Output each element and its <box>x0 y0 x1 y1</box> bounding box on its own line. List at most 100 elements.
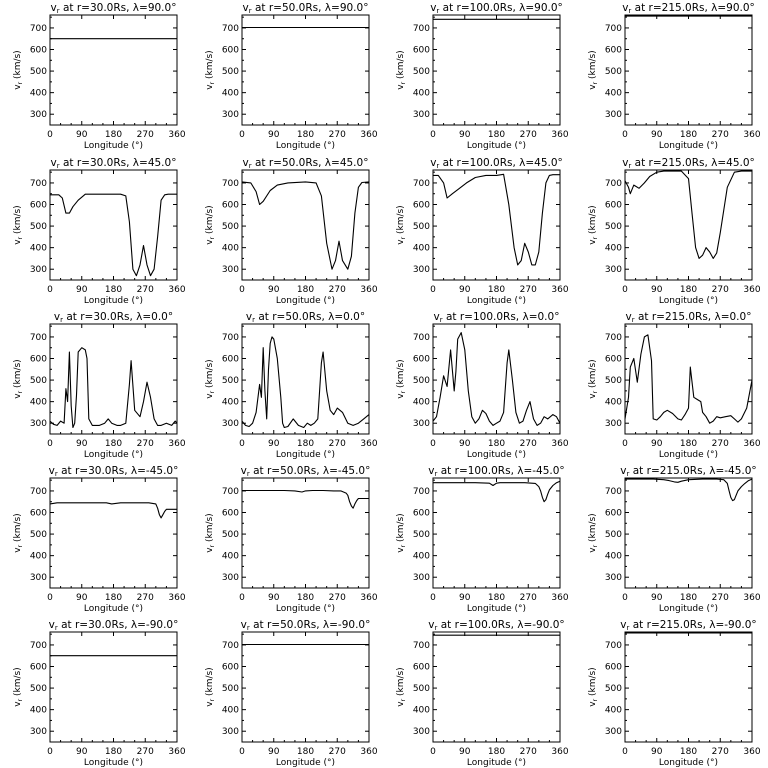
subplot-panel: vr at r=100.0Rs, λ=0.0° 0 90 180 270 360 300 40… <box>383 309 569 460</box>
x-tick-label: 270 <box>329 747 346 757</box>
y-tick-label: 400 <box>30 398 47 408</box>
y-axis-label: vr (km/s) <box>205 667 216 706</box>
subplot-panel: vr at r=30.0Rs, λ=45.0° 0 90 180 270 360 300 40… <box>0 155 186 306</box>
subplot-svg: vr at r=215.0Rs, λ=-90.0° 0 90 180 270 360 300… <box>588 619 761 768</box>
y-tick-label: 300 <box>605 419 622 429</box>
x-tick-label: 90 <box>651 439 663 449</box>
y-tick-label: 700 <box>413 333 430 343</box>
x-tick-label: 180 <box>488 593 505 603</box>
subplot-title: vr at r=100.0Rs, λ=90.0° <box>430 2 563 15</box>
y-tick-label: 500 <box>30 376 47 386</box>
subplot-panel: vr at r=50.0Rs, λ=45.0° 0 90 180 270 360 300 40… <box>192 155 378 306</box>
subplot-title: vr at r=30.0Rs, λ=-45.0° <box>49 465 179 478</box>
plot-frame <box>624 631 753 743</box>
y-tick-label: 500 <box>413 67 430 77</box>
x-tick-label: 360 <box>551 439 568 449</box>
x-tick-label: 270 <box>712 130 729 140</box>
y-tick-label: 700 <box>413 24 430 34</box>
subplot-title: vr at r=215.0Rs, λ=-90.0° <box>620 619 756 632</box>
y-tick-label: 500 <box>30 684 47 694</box>
y-tick-label: 400 <box>222 398 239 408</box>
plot-frame <box>624 477 753 589</box>
x-axis-label: Longitude (°) <box>659 296 718 306</box>
x-tick-label: 270 <box>137 439 154 449</box>
x-axis-label: Longitude (°) <box>276 450 335 460</box>
x-tick-label: 270 <box>137 747 154 757</box>
x-tick-label: 360 <box>743 130 760 140</box>
x-axis-label: Longitude (°) <box>467 450 526 460</box>
y-tick-label: 700 <box>222 179 239 189</box>
x-tick-label: 180 <box>680 285 697 295</box>
x-tick-label: 180 <box>488 747 505 757</box>
y-tick-label: 700 <box>413 641 430 651</box>
x-tick-label: 360 <box>551 747 568 757</box>
subplot-panel: vr at r=215.0Rs, λ=-45.0° 0 90 180 270 360 300… <box>575 463 761 614</box>
y-tick-label: 400 <box>30 244 47 254</box>
x-tick-label: 90 <box>268 593 280 603</box>
plot-frame <box>49 477 178 589</box>
x-tick-label: 180 <box>297 130 314 140</box>
x-axis-label: Longitude (°) <box>467 758 526 768</box>
subplot-panel: vr at r=215.0Rs, λ=-90.0° 0 90 180 270 360 300… <box>575 617 761 768</box>
y-tick-label: 700 <box>222 487 239 497</box>
y-tick-label: 500 <box>30 530 47 540</box>
x-tick-label: 90 <box>459 593 471 603</box>
y-tick-label: 700 <box>413 179 430 189</box>
y-tick-label: 600 <box>605 509 622 519</box>
y-tick-label: 700 <box>222 641 239 651</box>
x-tick-label: 0 <box>430 439 436 449</box>
y-tick-label: 400 <box>605 706 622 716</box>
x-tick-label: 0 <box>430 285 436 295</box>
y-tick-label: 600 <box>413 509 430 519</box>
subplot-panel: vr at r=50.0Rs, λ=-90.0° 0 90 180 270 360 300 4… <box>192 617 378 768</box>
y-tick-label: 500 <box>605 222 622 232</box>
x-tick-label: 0 <box>622 439 628 449</box>
x-axis-label: Longitude (°) <box>276 604 335 614</box>
x-tick-label: 360 <box>168 439 185 449</box>
x-tick-label: 180 <box>297 439 314 449</box>
y-tick-label: 300 <box>413 265 430 275</box>
y-axis-label: vr (km/s) <box>13 667 24 706</box>
x-tick-label: 180 <box>297 285 314 295</box>
y-tick-label: 400 <box>30 552 47 562</box>
y-tick-label: 700 <box>413 487 430 497</box>
y-axis-label: vr (km/s) <box>13 513 24 552</box>
x-tick-label: 0 <box>430 747 436 757</box>
y-tick-label: 600 <box>30 46 47 56</box>
series-line <box>624 170 752 259</box>
x-tick-label: 180 <box>105 439 122 449</box>
x-axis-label: Longitude (°) <box>467 604 526 614</box>
x-tick-label: 180 <box>297 593 314 603</box>
series-line <box>49 502 177 519</box>
x-axis-label: Longitude (°) <box>84 758 143 768</box>
x-tick-label: 0 <box>47 439 53 449</box>
x-tick-label: 90 <box>76 285 88 295</box>
subplot-panel: vr at r=100.0Rs, λ=90.0° 0 90 180 270 360 300 4… <box>383 0 569 151</box>
x-tick-label: 90 <box>76 593 88 603</box>
x-tick-label: 270 <box>520 439 537 449</box>
x-tick-label: 0 <box>622 593 628 603</box>
x-tick-label: 0 <box>622 130 628 140</box>
x-tick-label: 0 <box>47 747 53 757</box>
y-axis-label: vr (km/s) <box>588 667 599 706</box>
y-tick-label: 500 <box>605 67 622 77</box>
y-axis-label: vr (km/s) <box>588 205 599 244</box>
subplot-svg: vr at r=50.0Rs, λ=0.0° 0 90 180 270 360 300 400… <box>205 311 378 460</box>
x-tick-label: 0 <box>430 130 436 140</box>
y-tick-label: 500 <box>413 376 430 386</box>
y-tick-label: 400 <box>413 398 430 408</box>
x-tick-label: 360 <box>743 439 760 449</box>
y-tick-label: 400 <box>413 244 430 254</box>
plot-frame <box>241 323 370 435</box>
plot-frame <box>624 14 753 126</box>
subplot-svg: vr at r=215.0Rs, λ=90.0° 0 90 180 270 360 300 4… <box>588 2 761 151</box>
y-tick-label: 500 <box>30 67 47 77</box>
x-tick-label: 90 <box>651 593 663 603</box>
series-line <box>49 347 178 429</box>
subplot-svg: vr at r=100.0Rs, λ=90.0° 0 90 180 270 360 300 4… <box>396 2 569 151</box>
subplot-title: vr at r=30.0Rs, λ=45.0° <box>51 157 177 170</box>
series-line <box>50 193 177 277</box>
y-tick-label: 400 <box>605 89 622 99</box>
subplot-title: vr at r=50.0Rs, λ=45.0° <box>243 157 369 170</box>
subplot-title: vr at r=215.0Rs, λ=-45.0° <box>620 465 756 478</box>
